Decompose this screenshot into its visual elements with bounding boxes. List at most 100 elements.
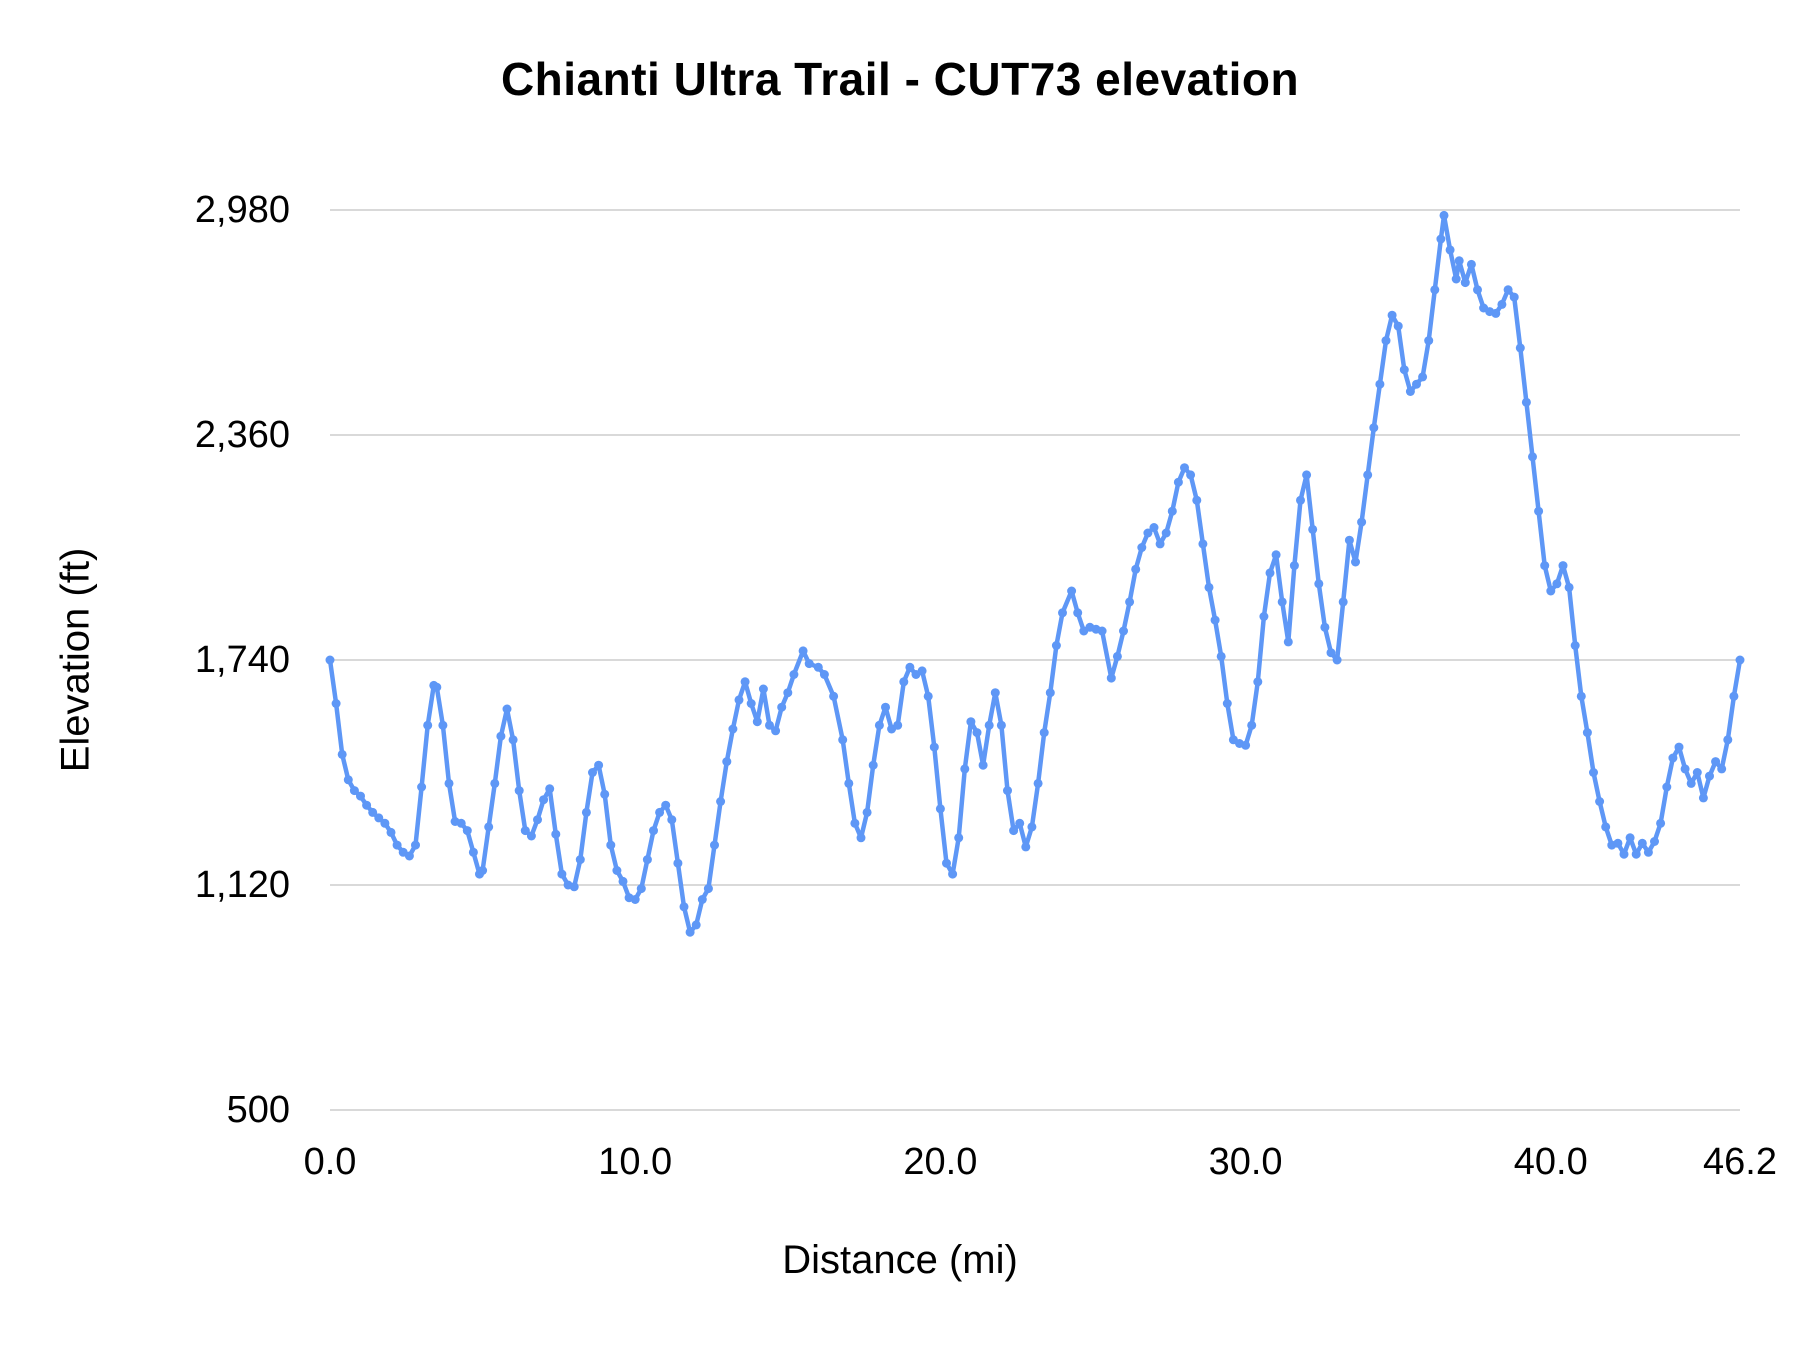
data-point-marker <box>1564 582 1574 592</box>
data-point-marker <box>948 869 958 879</box>
data-point-marker <box>520 826 530 836</box>
data-point-marker <box>374 813 384 823</box>
data-point-marker <box>478 866 488 875</box>
data-point-marker <box>862 807 872 817</box>
x-tick-label: 0.0 <box>303 1141 357 1183</box>
data-point-marker <box>1424 336 1434 346</box>
data-point-marker <box>432 682 442 692</box>
data-point-marker <box>966 717 976 727</box>
data-point-marker <box>990 688 1000 698</box>
data-point-marker <box>380 818 390 828</box>
data-point-marker <box>804 659 814 669</box>
data-point-marker <box>1058 608 1067 618</box>
data-point-marker <box>1045 688 1055 698</box>
data-point-marker <box>783 688 793 698</box>
data-point-marker <box>1451 274 1461 284</box>
data-point-marker <box>1216 651 1226 661</box>
data-point-marker <box>386 827 396 837</box>
data-point-marker <box>1381 336 1391 346</box>
data-point-marker <box>456 818 466 828</box>
x-tick-label: 20.0 <box>903 1141 978 1183</box>
data-point-marker <box>468 847 478 857</box>
data-point-marker <box>1192 495 1202 505</box>
data-point-marker <box>1296 495 1305 505</box>
data-point-marker <box>1125 597 1135 607</box>
data-point-marker <box>1051 641 1061 650</box>
data-point-marker <box>1161 528 1171 538</box>
data-point-marker <box>716 797 726 806</box>
data-point-marker <box>1344 535 1354 545</box>
data-point-marker <box>685 927 695 937</box>
data-point-marker <box>838 735 848 745</box>
data-point-marker <box>508 735 518 745</box>
data-point-marker <box>423 720 433 730</box>
data-point-marker <box>575 855 585 865</box>
data-point-marker <box>1289 561 1299 571</box>
data-point-marker <box>1222 699 1232 708</box>
data-point-marker <box>752 717 762 727</box>
data-point-marker <box>356 791 365 801</box>
data-point-marker <box>636 884 646 894</box>
data-point-marker <box>771 726 781 736</box>
data-point-marker <box>1515 343 1525 353</box>
data-point-marker <box>1705 771 1714 781</box>
data-point-marker <box>1247 720 1257 730</box>
data-point-marker <box>905 662 915 672</box>
data-point-marker <box>819 670 829 679</box>
data-point-marker <box>642 855 652 865</box>
data-point-marker <box>1338 597 1348 607</box>
y-tick-label: 1,120 <box>194 864 290 906</box>
data-point-marker <box>462 826 472 836</box>
data-point-marker <box>1717 764 1727 774</box>
data-point-marker <box>1613 838 1623 848</box>
data-point-marker <box>1210 615 1220 625</box>
data-point-marker <box>1180 463 1189 473</box>
data-point-marker <box>1589 768 1598 777</box>
data-point-marker <box>362 800 372 810</box>
y-tick-label: 2,360 <box>194 414 290 456</box>
data-point-marker <box>1546 586 1556 596</box>
data-point-marker <box>960 764 970 774</box>
data-point-marker <box>740 677 750 687</box>
data-point-marker <box>710 840 719 850</box>
data-point-marker <box>502 704 512 714</box>
data-point-marker <box>1106 673 1116 683</box>
data-point-marker <box>1326 648 1336 658</box>
data-point-marker <box>392 840 402 850</box>
data-point-marker <box>1003 786 1012 796</box>
data-point-marker <box>1601 822 1611 832</box>
data-point-marker <box>929 742 939 752</box>
data-point-marker <box>1439 210 1449 220</box>
data-point-marker <box>972 728 982 738</box>
data-point-marker <box>881 702 890 712</box>
data-point-marker <box>954 833 964 843</box>
data-point-marker <box>765 720 774 730</box>
data-point-marker <box>673 858 683 868</box>
data-point-marker <box>935 804 945 814</box>
data-point-marker <box>917 666 927 676</box>
data-point-marker <box>1509 292 1519 302</box>
data-point-marker <box>1576 691 1586 701</box>
data-point-marker <box>722 757 732 767</box>
data-point-marker <box>1143 528 1153 538</box>
data-point-marker <box>581 807 591 817</box>
data-point-marker <box>1027 822 1037 832</box>
data-point-marker <box>893 720 903 730</box>
data-point-marker <box>1643 847 1653 857</box>
data-point-marker <box>490 778 500 788</box>
data-point-marker <box>630 895 640 904</box>
data-point-marker <box>1521 397 1531 407</box>
data-point-marker <box>984 720 994 730</box>
data-point-marker <box>618 876 628 886</box>
data-point-marker <box>691 920 701 930</box>
data-point-marker <box>1445 245 1455 255</box>
data-point-marker <box>899 677 909 687</box>
data-point-marker <box>1131 564 1141 574</box>
data-point-marker <box>1625 833 1635 843</box>
data-point-marker <box>703 884 713 894</box>
data-point-marker <box>1491 308 1501 318</box>
data-point-marker <box>1570 641 1580 650</box>
data-point-marker <box>734 695 744 705</box>
data-point-marker <box>1656 818 1666 828</box>
data-point-marker <box>758 684 768 694</box>
